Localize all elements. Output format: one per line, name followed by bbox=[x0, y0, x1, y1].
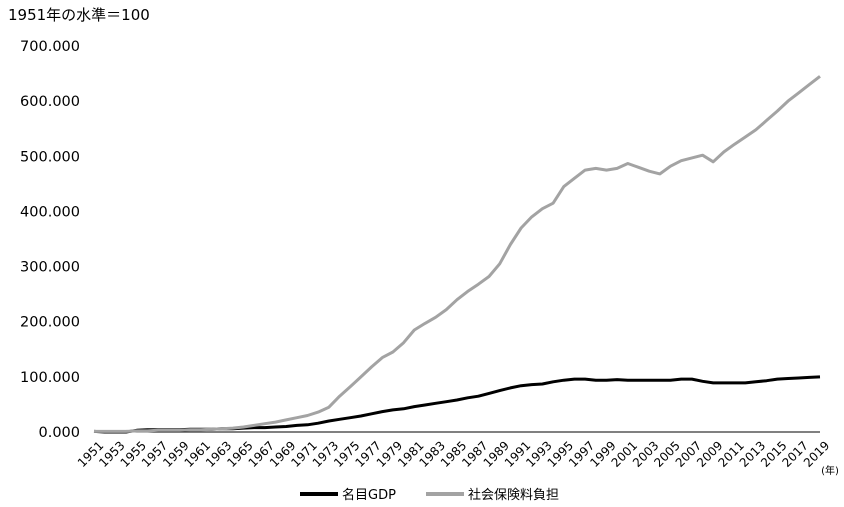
series-layer bbox=[93, 75, 821, 434]
y-tick-label: 700.000 bbox=[20, 39, 80, 55]
legend-label-gdp: 名目GDP bbox=[342, 488, 396, 503]
legend: 名目GDP 社会保険料負担 bbox=[300, 484, 589, 503]
y-tick-label: 600.000 bbox=[20, 94, 80, 110]
series-line-gdp bbox=[93, 375, 821, 434]
y-tick-label: 400.000 bbox=[20, 204, 80, 220]
y-tick-label: 200.000 bbox=[20, 315, 80, 331]
legend-label-social-insurance: 社会保険料負担 bbox=[467, 488, 559, 503]
y-tick-label: 500.000 bbox=[20, 149, 80, 165]
x-axis-unit: (年) bbox=[821, 464, 839, 477]
legend-item-gdp: 名目GDP bbox=[300, 484, 396, 503]
y-tick-label: 0.000 bbox=[38, 425, 80, 441]
y-tick-label: 100.000 bbox=[20, 370, 80, 386]
chart-note: 1951年の水準＝100 bbox=[8, 6, 150, 24]
legend-swatch-social-insurance bbox=[425, 491, 464, 496]
legend-swatch-gdp bbox=[300, 491, 338, 496]
y-axis: 0.000 100.000 200.000 300.000 400.000 500.000… bbox=[20, 39, 80, 441]
legend-item-social-insurance: 社会保険料負担 bbox=[425, 484, 559, 503]
series-line-social-insurance bbox=[94, 75, 821, 433]
x-axis: 1951195319551957195919611963196519671969… bbox=[75, 431, 839, 477]
y-tick-label: 300.000 bbox=[20, 260, 80, 276]
